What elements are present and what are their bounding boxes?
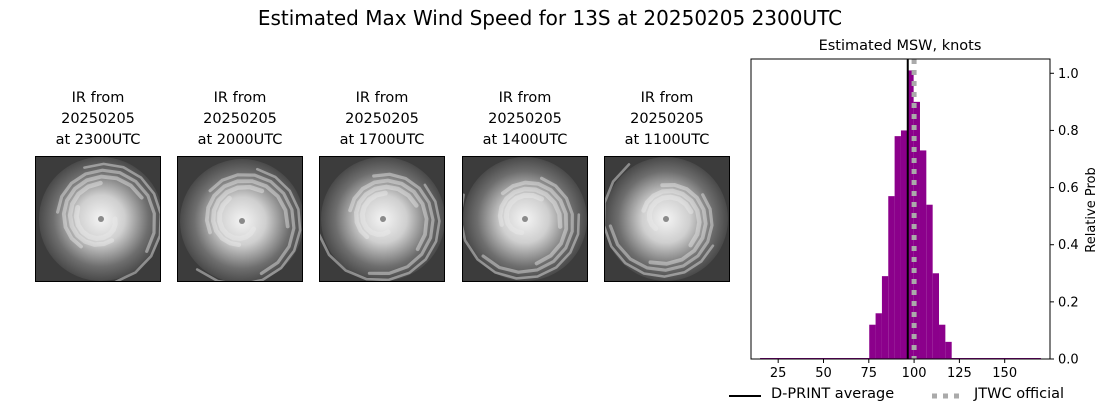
histogram-bar	[894, 136, 901, 359]
histogram-bar	[881, 276, 889, 359]
y-tick-label: 0.6	[1058, 181, 1079, 196]
ir-panel-5: IR from 20250205 at 1100UTC	[604, 88, 730, 282]
ir-caption-date: 20250205	[203, 111, 277, 127]
ir-satellite-image	[177, 156, 303, 282]
x-tick-label: 75	[861, 366, 878, 381]
histogram-bar	[875, 313, 882, 359]
histogram-bar	[939, 324, 946, 359]
y-tick-label: 0.0	[1058, 353, 1079, 368]
x-tick-label: 150	[992, 366, 1017, 381]
y-tick-label: 0.4	[1058, 238, 1079, 253]
histogram-bar	[926, 204, 933, 359]
ir-caption-time: at 2000UTC	[197, 132, 283, 148]
y-axis-label: Relative Prob	[1084, 167, 1099, 252]
ir-caption-line1: IR from	[640, 90, 694, 106]
x-tick-label: 25	[770, 366, 787, 381]
ir-caption-time: at 2300UTC	[55, 132, 141, 148]
ir-caption-time: at 1700UTC	[339, 132, 425, 148]
ir-caption-line1: IR from	[71, 90, 125, 106]
ir-caption-date: 20250205	[345, 111, 419, 127]
ir-caption-line1: IR from	[355, 90, 409, 106]
ir-caption-line1: IR from	[213, 90, 267, 106]
plot-frame	[750, 58, 1051, 360]
histogram-bar	[888, 196, 895, 359]
ir-caption-time: at 1400UTC	[482, 132, 568, 148]
chart-title: Estimated MSW, knots	[819, 38, 982, 54]
ir-panel-1: IR from 20250205 at 2300UTC	[35, 88, 161, 282]
ir-satellite-image	[319, 156, 445, 282]
histogram-bar	[919, 150, 927, 359]
histogram-bar	[869, 324, 876, 359]
ir-panel-3: IR from 20250205 at 1700UTC	[319, 88, 445, 282]
ir-caption-time: at 1100UTC	[624, 132, 710, 148]
ir-satellite-image	[462, 156, 588, 282]
histogram-bars	[760, 70, 1041, 359]
ir-panel-2: IR from 20250205 at 2000UTC	[177, 88, 303, 282]
y-axis-ticks: 0.0 0.2 0.4 0.6 0.8 1.0	[1050, 67, 1079, 368]
histogram-bar	[907, 70, 914, 359]
ir-panel-4: IR from 20250205 at 1400UTC	[462, 88, 588, 282]
x-tick-label: 100	[902, 366, 927, 381]
ir-satellite-image	[35, 156, 161, 282]
legend-jtwc-label: JTWC official	[974, 386, 1065, 402]
x-axis-ticks: 25 50 75 100 125 150	[770, 359, 1017, 381]
y-tick-label: 0.8	[1058, 124, 1079, 139]
y-tick-label: 1.0	[1058, 67, 1079, 82]
y-tick-label: 0.2	[1058, 295, 1079, 310]
figure-title: Estimated Max Wind Speed for 13S at 2025…	[257, 6, 843, 30]
ir-caption-date: 20250205	[61, 111, 135, 127]
x-tick-label: 50	[815, 366, 832, 381]
ir-satellite-image	[604, 156, 730, 282]
ir-caption-line1: IR from	[498, 90, 552, 106]
histogram-bar	[945, 341, 952, 359]
ir-caption-date: 20250205	[630, 111, 704, 127]
x-tick-label: 125	[947, 366, 972, 381]
histogram-bar	[900, 130, 908, 359]
histogram-bar	[913, 101, 920, 359]
ir-caption-date: 20250205	[488, 111, 562, 127]
legend-dprint-label: D-PRINT average	[771, 386, 895, 402]
histogram-bar	[932, 273, 940, 359]
